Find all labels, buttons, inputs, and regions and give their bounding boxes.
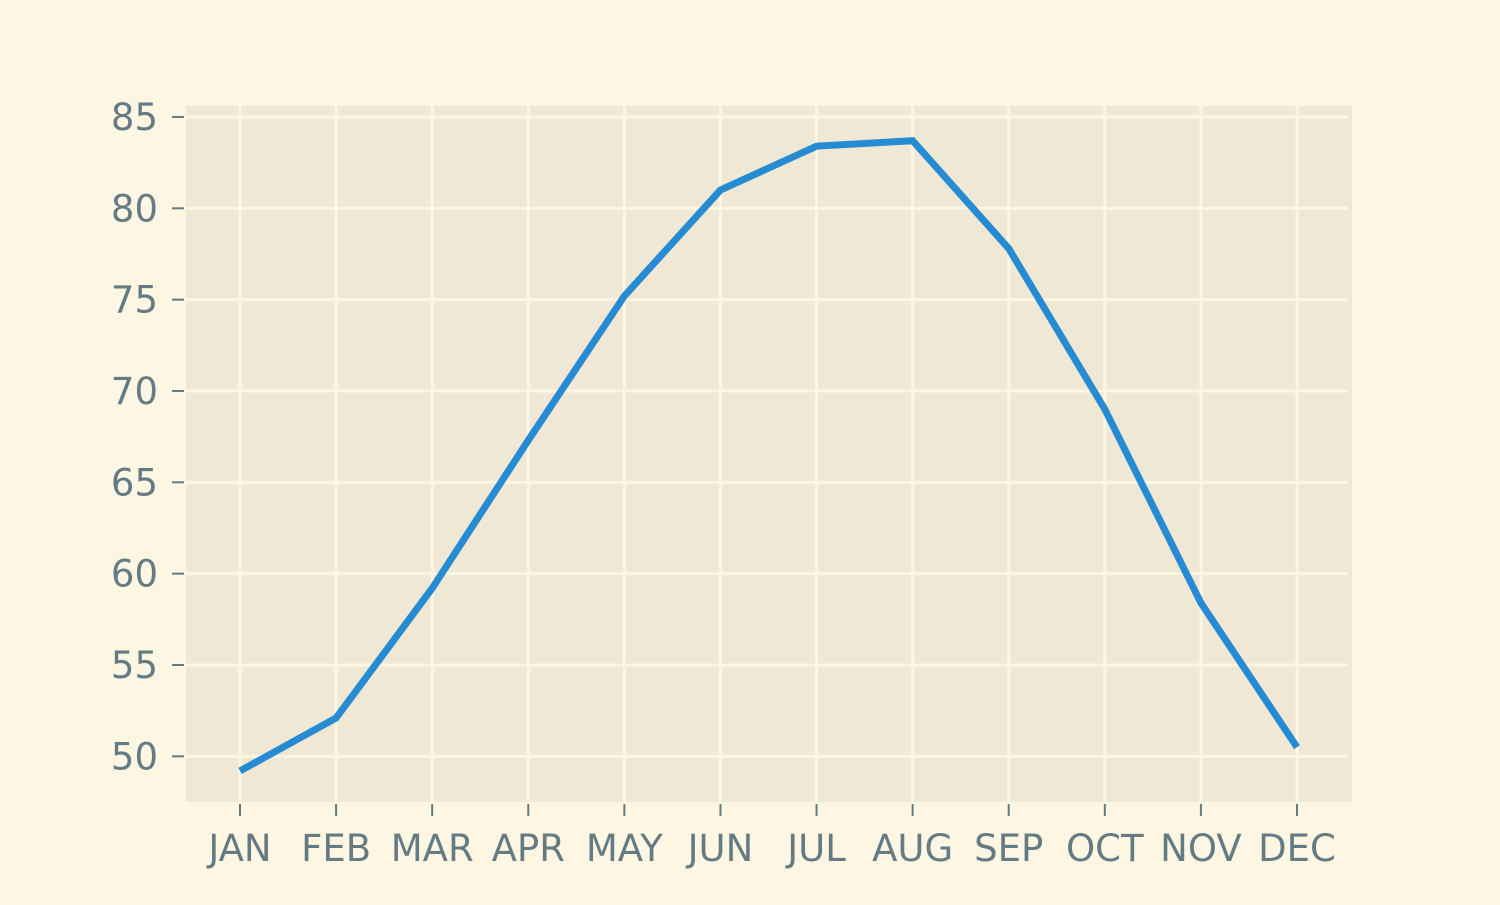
x-tick-label: NOV xyxy=(1160,827,1241,870)
x-tick-label: MAR xyxy=(391,827,474,870)
y-tick-label: 65 xyxy=(111,461,158,504)
y-tick-label: 55 xyxy=(111,644,158,687)
x-tick-label: JUL xyxy=(785,827,846,870)
x-tick-label: SEP xyxy=(974,827,1043,870)
grid-lines xyxy=(186,106,1348,802)
y-tick-label: 60 xyxy=(111,553,158,596)
y-tick-label: 85 xyxy=(111,96,158,139)
x-tick-label: JUN xyxy=(686,827,754,870)
x-tick-label: FEB xyxy=(301,827,371,870)
axis-ticks: JAN FEB MAR APR MAY JUN JUL AUG SEP OCT NOV DEC 50 55… xyxy=(111,96,1336,870)
x-tick-label: AUG xyxy=(872,827,953,870)
y-tick-label: 75 xyxy=(111,279,158,322)
y-tick-label: 80 xyxy=(111,187,158,230)
x-tick-label: OCT xyxy=(1066,827,1144,870)
x-tick-label: JAN xyxy=(206,827,271,870)
x-tick-label: MAY xyxy=(586,827,663,870)
series-line xyxy=(238,137,1300,775)
series-layer xyxy=(238,137,1300,775)
y-tick-label: 50 xyxy=(111,735,158,778)
plot-area xyxy=(186,106,1352,802)
y-tick-label: 70 xyxy=(111,370,158,413)
x-tick-label: APR xyxy=(492,827,565,870)
x-tick-label: DEC xyxy=(1258,827,1336,870)
